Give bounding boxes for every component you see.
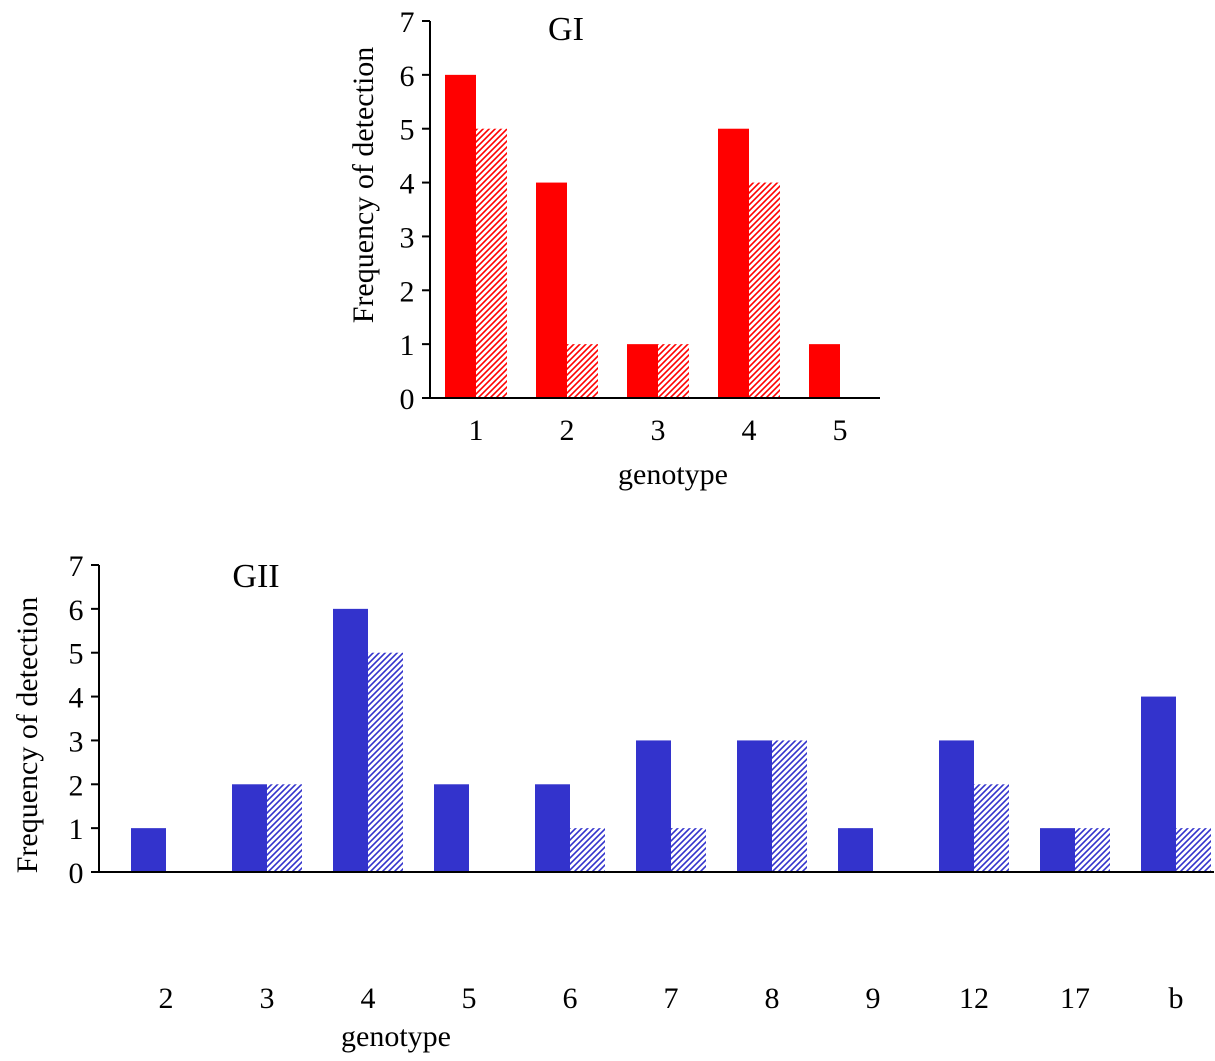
chart-gii-x-tick: 8 xyxy=(765,982,780,1015)
chart-gii-bar-hatched-b xyxy=(1176,828,1211,872)
chart-gii-bar-hatched-12 xyxy=(974,784,1009,872)
chart-gi: GI Frequency of detection genotype 0 1 2 3 4… xyxy=(347,6,880,491)
chart-gii-axes xyxy=(91,564,1214,873)
chart-gii-bar-hatched-7 xyxy=(671,828,706,872)
chart-gii-x-tick: 7 xyxy=(664,982,679,1015)
chart-gi-x-tick: 5 xyxy=(833,414,848,447)
chart-gii-y-ticks: 0 1 2 3 4 5 6 7 xyxy=(69,550,84,890)
chart-gii-bar-hatched-4 xyxy=(368,652,403,872)
chart-gii-bar-solid-8 xyxy=(737,740,772,872)
chart-gii-y-tick: 3 xyxy=(69,725,84,758)
chart-gii-bar-hatched-3 xyxy=(267,784,302,872)
chart-gii-x-tick: 5 xyxy=(462,982,477,1015)
chart-gii-y-tick: 6 xyxy=(69,594,84,627)
chart-gi-y-tick: 1 xyxy=(400,329,415,362)
chart-gi-x-label: genotype xyxy=(618,458,728,491)
chart-gi-y-tick: 0 xyxy=(400,383,415,416)
chart-gii-x-tick: b xyxy=(1169,982,1184,1015)
chart-gii-x-tick: 3 xyxy=(260,982,275,1015)
chart-gii-bar-solid-3 xyxy=(232,784,267,872)
chart-gii-bar-solid-2 xyxy=(131,828,166,872)
chart-gi-x-ticks: 1 2 3 4 5 xyxy=(469,414,848,447)
chart-gii-bar-solid-5 xyxy=(434,784,469,872)
chart-gii-bar-hatched-6 xyxy=(570,828,605,872)
chart-gii-bar-hatched-8 xyxy=(772,740,807,872)
chart-gi-bar-solid-1 xyxy=(445,74,476,398)
chart-gii-y-tick: 1 xyxy=(69,813,84,846)
chart-gii-marks xyxy=(131,608,1211,872)
chart-gi-marks xyxy=(445,74,840,398)
chart-gi-x-tick: 1 xyxy=(469,414,484,447)
chart-gii-x-tick: 6 xyxy=(563,982,578,1015)
chart-gii-y-tick: 5 xyxy=(69,638,84,671)
chart-gi-y-ticks: 0 1 2 3 4 5 6 7 xyxy=(400,6,415,416)
chart-gii-bar-solid-17 xyxy=(1040,828,1075,872)
chart-gi-bar-hatched-1 xyxy=(476,128,507,398)
chart-gi-y-tick: 3 xyxy=(400,221,415,254)
chart-gii-bar-solid-12 xyxy=(939,740,974,872)
chart-gii-x-tick: 9 xyxy=(866,982,881,1015)
chart-gii: GII Frequency of detection genotype 0123… xyxy=(11,550,1214,1053)
chart-gi-bar-hatched-4 xyxy=(749,182,780,398)
chart-gi-y-tick: 6 xyxy=(400,60,415,93)
chart-gi-y-tick: 7 xyxy=(400,6,415,39)
chart-gii-y-label: Frequency of detection xyxy=(11,597,44,874)
chart-gi-title: GI xyxy=(548,11,584,48)
chart-gii-x-tick: 2 xyxy=(159,982,174,1015)
chart-gi-y-tick: 5 xyxy=(400,114,415,147)
chart-gi-bar-hatched-3 xyxy=(658,344,689,398)
chart-gii-y-tick: 4 xyxy=(69,682,84,715)
chart-gi-x-tick: 4 xyxy=(742,414,757,447)
chart-gii-bar-hatched-17 xyxy=(1075,828,1110,872)
chart-gii-x-tick: 17 xyxy=(1060,982,1090,1015)
chart-gi-x-tick: 2 xyxy=(560,414,575,447)
chart-gii-y-tick: 2 xyxy=(69,769,84,802)
chart-gii-x-tick: 4 xyxy=(361,982,376,1015)
chart-gii-x-tick: 12 xyxy=(959,982,989,1015)
chart-gii-bar-solid-7 xyxy=(636,740,671,872)
chart-gi-bar-hatched-2 xyxy=(567,344,598,398)
chart-gi-bar-solid-2 xyxy=(536,182,567,398)
chart-gi-bar-solid-3 xyxy=(627,344,658,398)
chart-gii-y-tick: 0 xyxy=(69,857,84,890)
chart-gi-bar-solid-5 xyxy=(809,344,840,398)
chart-gi-y-label: Frequency of detection xyxy=(347,47,380,324)
chart-gii-bar-solid-6 xyxy=(535,784,570,872)
chart-gii-bar-solid-9 xyxy=(838,828,873,872)
chart-gii-bar-solid-b xyxy=(1141,696,1176,872)
chart-gi-y-tick: 4 xyxy=(400,168,415,201)
chart-gii-bar-solid-4 xyxy=(333,608,368,872)
chart-gi-bar-solid-4 xyxy=(718,128,749,398)
chart-gii-y-tick: 7 xyxy=(69,550,84,583)
chart-gii-title: GII xyxy=(232,558,279,595)
chart-gii-x-ticks: 2 3 4 5 6 7 8 9 12 17 b xyxy=(159,982,1184,1015)
chart-gii-x-label: genotype xyxy=(341,1020,451,1053)
chart-gi-x-tick: 3 xyxy=(651,414,666,447)
chart-gi-y-tick: 2 xyxy=(400,275,415,308)
chart-gi-axes xyxy=(422,20,880,399)
